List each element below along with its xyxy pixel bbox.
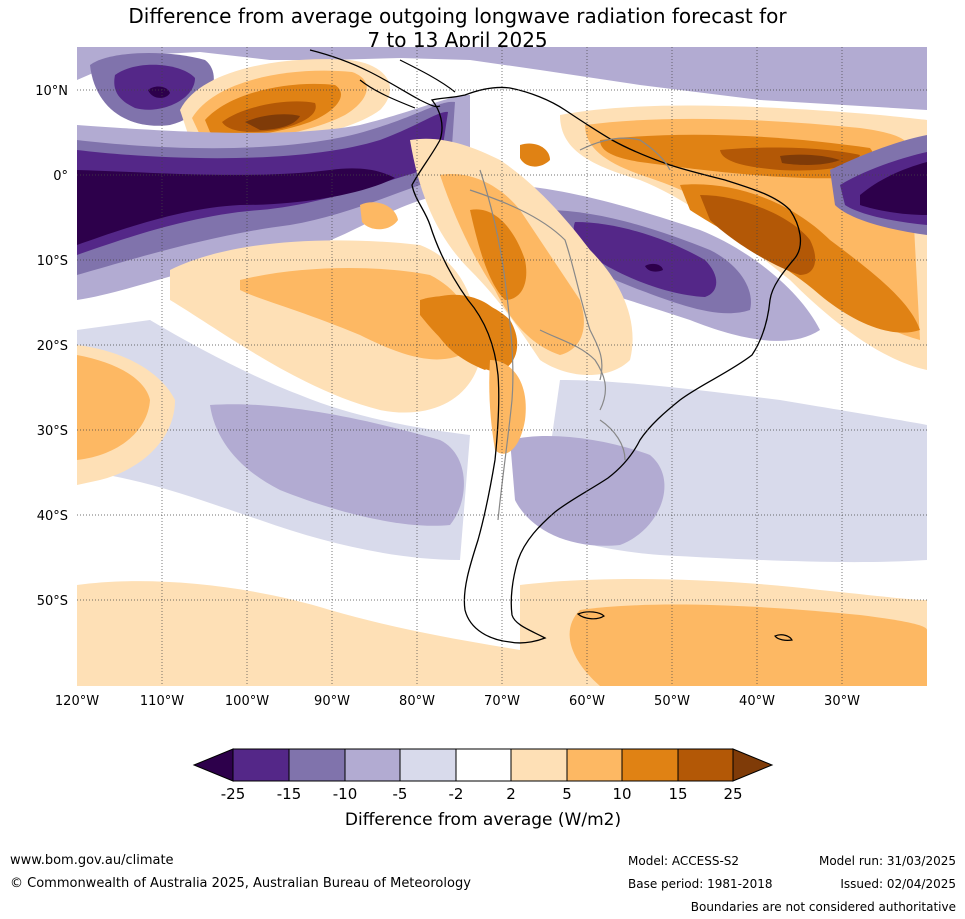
colorbar-tick-label: -5 (393, 785, 408, 803)
colorbar-title: Difference from average (W/m2) (345, 810, 621, 830)
lat-label: 20°S (37, 339, 68, 354)
colorbar-max-extension (732, 748, 774, 782)
title-line-1: Difference from average outgoing longwav… (128, 4, 787, 28)
colorbar-swatch (232, 748, 290, 782)
lat-label: 30°S (37, 424, 68, 439)
anomaly-region-bolivia-orange (420, 296, 518, 372)
colorbar-tick-label: -2 (449, 785, 464, 803)
anomaly-region-colombia-orange (520, 143, 550, 167)
colorbar-ticks: -25 -15 -10 -5 -2 2 5 10 15 25 (221, 785, 743, 803)
colorbar-tick-label: -25 (221, 785, 246, 803)
lat-label: 40°S (37, 509, 68, 524)
graticule (77, 47, 927, 686)
colorbar-min-extension (192, 748, 234, 782)
colorbar-tick-label: -10 (333, 785, 358, 803)
colorbar-tick-label: 15 (668, 785, 687, 803)
colorbar-tick-label: 25 (723, 785, 742, 803)
anomaly-region-brazil-core (645, 263, 663, 272)
country-boundaries (469, 137, 671, 521)
footer-disclaimer: Boundaries are not considered authoritat… (690, 900, 956, 914)
boundary-andes (479, 169, 514, 521)
anomaly-region-far-south-orange (77, 581, 520, 686)
lon-label: 70°W (484, 694, 520, 709)
lon-label: 30°W (824, 694, 860, 709)
anomaly-region-nw-core (148, 86, 170, 98)
south-georgia-coastline (774, 634, 793, 641)
lon-label: 80°W (399, 694, 435, 709)
colorbar-swatch (288, 748, 346, 782)
lon-label: 90°W (314, 694, 350, 709)
footer-url[interactable]: www.bom.gov.au/climate (10, 853, 174, 868)
lat-label: 50°S (37, 594, 68, 609)
colorbar-tick-label: 10 (612, 785, 631, 803)
anomaly-region-south-purple (210, 404, 464, 526)
lon-label: 50°W (654, 694, 690, 709)
anomaly-region-central-pacific-2 (240, 268, 473, 360)
footer-model-run: Model run: 31/03/2025 (818, 854, 956, 868)
colorbar-tick-label: 2 (506, 785, 516, 803)
anomaly-region-pacific-orange-5 (245, 114, 300, 130)
anomaly-region-brazil-purple-3 (573, 222, 717, 297)
colorbar-swatch (566, 748, 623, 782)
footer-base-period: Base period: 1981-2018 (628, 877, 773, 891)
colorbar-swatch (344, 748, 401, 782)
colorbar (192, 748, 774, 782)
anomaly-region-north-purple (77, 47, 927, 110)
lon-label: 100°W (225, 694, 269, 709)
colorbar-swatch (399, 748, 457, 782)
anomaly-region-ne-brazil-orange-2 (700, 195, 816, 275)
footer-model: Model: ACCESS-S2 (628, 854, 740, 868)
lat-label: 10°S (37, 254, 68, 269)
colorbar-tick-label: 5 (562, 785, 572, 803)
footer-copyright: © Commonwealth of Australia 2025, Austra… (10, 876, 471, 891)
south-america-coastline (411, 86, 802, 644)
lat-label: 10°N (35, 84, 68, 99)
central-america-coastline (309, 49, 456, 109)
latitude-labels: 10°N 0° 10°S 20°S 30°S 40°S 50°S (35, 84, 68, 609)
footer-issued: Issued: 02/04/2025 (840, 877, 956, 891)
anomaly-region-atlantic-orange-5 (780, 154, 840, 165)
boundary-paraguay (539, 329, 607, 411)
map-field (77, 47, 927, 686)
longitude-labels: 120°W 110°W 100°W 90°W 80°W 70°W 60°W 50… (55, 694, 860, 709)
colorbar-swatch (677, 748, 734, 782)
colorbar-tick-label: -15 (277, 785, 302, 803)
anomaly-region-sw-orange-2 (77, 355, 150, 460)
map-title: Difference from average outgoing longwav… (0, 4, 915, 52)
boundary-uruguay (599, 419, 626, 461)
boundary-brazil-west (469, 189, 603, 381)
lat-label: 0° (53, 169, 68, 184)
boundary-guianas (579, 137, 671, 171)
anomaly-region-equatorial-core (77, 168, 395, 245)
lon-label: 110°W (140, 694, 184, 709)
anomaly-region-se-orange-2 (569, 604, 927, 686)
anomaly-region-andes-orange-3 (470, 209, 527, 300)
anomaly-region-peru-orange (360, 202, 398, 230)
lon-label: 60°W (569, 694, 605, 709)
coastlines (309, 49, 802, 644)
lon-label: 120°W (55, 694, 99, 709)
anomaly-region-east-atlantic-core (860, 162, 927, 215)
colorbar-swatch (621, 748, 679, 782)
colorbar-swatch (455, 748, 512, 782)
colorbar-swatch (510, 748, 568, 782)
lon-label: 40°W (739, 694, 775, 709)
